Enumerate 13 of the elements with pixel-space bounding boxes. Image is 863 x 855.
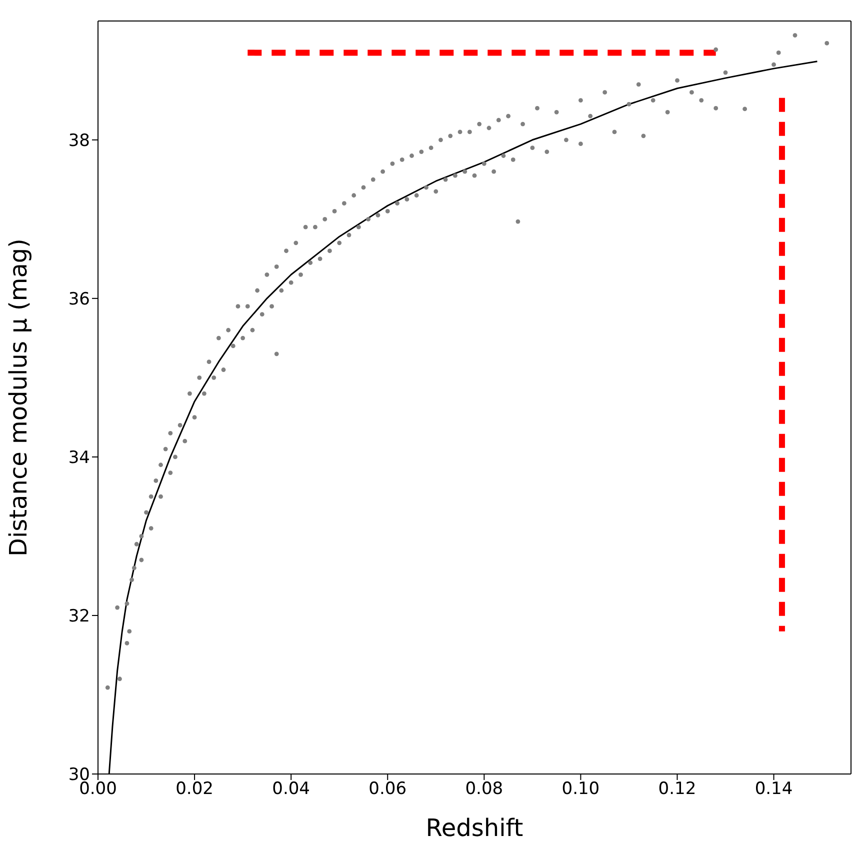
x-tick-label: 0.10 [562,779,600,800]
y-tick-label: 36 [68,289,90,310]
y-tick-label: 34 [68,448,90,468]
x-tick-label: 0.02 [176,779,214,800]
y-tick-label: 32 [68,606,90,627]
x-tick-label: 0.12 [658,779,696,800]
x-tick-label: 0.06 [368,779,407,800]
x-tick-label: 0.14 [754,779,793,800]
y-axis-title: Distance modulus μ (mag) [4,238,33,557]
x-axis-title: Redshift [426,814,524,842]
y-tick-label: 38 [68,130,90,151]
x-tick-label: 0.04 [272,779,310,800]
x-tick-label: 0.08 [465,779,504,800]
